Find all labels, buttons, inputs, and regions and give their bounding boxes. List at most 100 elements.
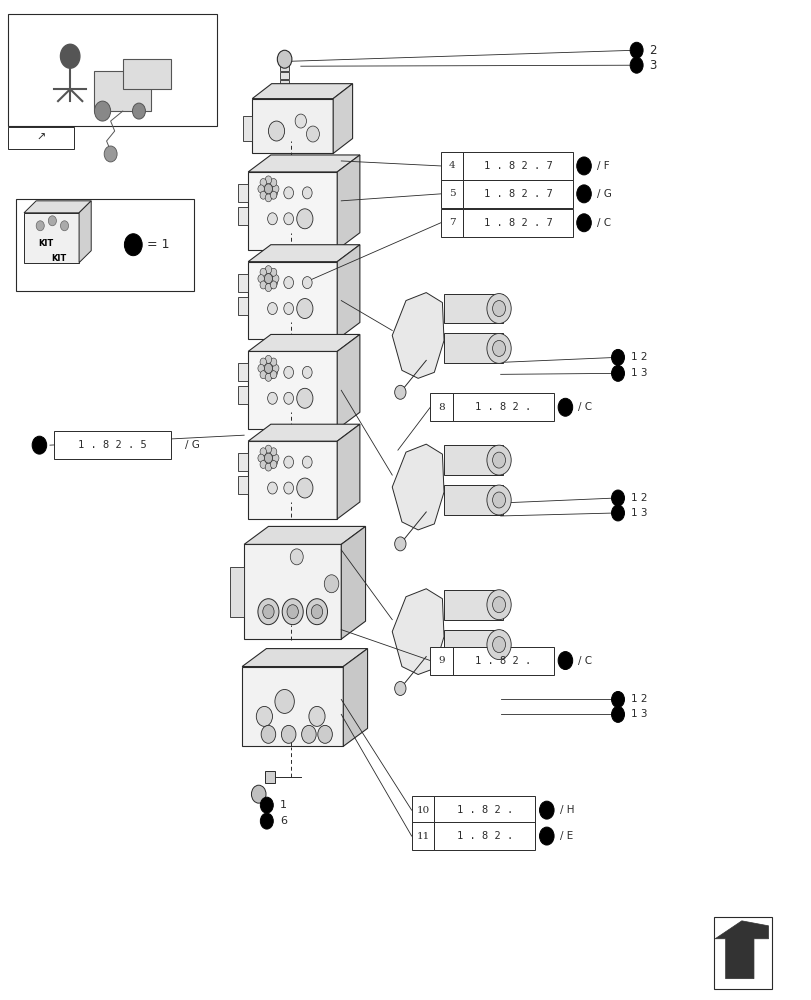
Polygon shape	[248, 351, 337, 429]
Text: / E: / E	[559, 831, 573, 841]
Polygon shape	[337, 155, 359, 250]
Polygon shape	[392, 293, 444, 378]
Bar	[94, 71, 151, 111]
Circle shape	[611, 349, 624, 365]
Circle shape	[275, 689, 294, 713]
Circle shape	[258, 275, 264, 283]
Circle shape	[258, 364, 264, 372]
Polygon shape	[79, 201, 91, 263]
Text: / C: / C	[577, 402, 592, 412]
Circle shape	[272, 185, 279, 193]
Circle shape	[270, 460, 277, 468]
Circle shape	[557, 398, 572, 416]
Circle shape	[294, 114, 306, 128]
Text: 1 . 8 2 .: 1 . 8 2 .	[457, 831, 513, 841]
Circle shape	[265, 463, 272, 471]
Polygon shape	[444, 294, 503, 323]
Circle shape	[284, 456, 293, 468]
Circle shape	[260, 179, 266, 187]
Circle shape	[306, 126, 319, 142]
Polygon shape	[242, 116, 252, 141]
Circle shape	[284, 187, 293, 199]
Circle shape	[270, 281, 277, 289]
Circle shape	[611, 365, 624, 381]
Text: = 1: = 1	[147, 238, 169, 251]
Circle shape	[576, 157, 590, 175]
Bar	[16, 199, 194, 291]
Circle shape	[260, 281, 266, 289]
Circle shape	[260, 448, 266, 456]
Bar	[8, 14, 217, 126]
Circle shape	[256, 706, 272, 726]
Circle shape	[284, 482, 293, 494]
Circle shape	[268, 392, 277, 404]
Text: KIT: KIT	[51, 254, 66, 263]
Bar	[411, 822, 434, 850]
Polygon shape	[444, 333, 503, 363]
Circle shape	[311, 605, 322, 619]
Circle shape	[324, 575, 338, 593]
Polygon shape	[248, 334, 359, 351]
Circle shape	[258, 454, 264, 462]
Circle shape	[268, 187, 277, 199]
Text: 1 . 8 2 . 7: 1 . 8 2 . 7	[483, 218, 551, 228]
Circle shape	[260, 191, 266, 199]
Circle shape	[132, 103, 145, 119]
Circle shape	[260, 813, 273, 829]
Circle shape	[270, 448, 277, 456]
Circle shape	[629, 42, 642, 58]
Polygon shape	[248, 441, 337, 519]
Polygon shape	[248, 424, 359, 441]
Text: / G: / G	[185, 440, 200, 450]
Circle shape	[265, 266, 272, 274]
Circle shape	[539, 801, 553, 819]
Circle shape	[268, 303, 277, 315]
Circle shape	[270, 358, 277, 366]
Bar	[280, 72, 289, 79]
Polygon shape	[24, 201, 91, 213]
Circle shape	[611, 706, 624, 722]
Circle shape	[32, 436, 47, 454]
Polygon shape	[248, 245, 359, 262]
Circle shape	[302, 277, 311, 289]
Polygon shape	[238, 476, 248, 494]
Circle shape	[94, 101, 110, 121]
Text: 9: 9	[438, 656, 444, 665]
Circle shape	[576, 214, 590, 232]
Circle shape	[260, 371, 266, 379]
Bar	[463, 180, 572, 208]
Polygon shape	[343, 649, 367, 746]
Polygon shape	[238, 297, 248, 315]
Bar	[122, 59, 171, 89]
Polygon shape	[248, 172, 337, 250]
Text: KIT: KIT	[39, 239, 54, 248]
Circle shape	[492, 637, 505, 653]
Circle shape	[264, 453, 272, 463]
Circle shape	[265, 284, 272, 292]
Circle shape	[284, 303, 293, 315]
Circle shape	[277, 50, 291, 68]
Polygon shape	[230, 567, 244, 617]
Bar	[713, 917, 770, 989]
Circle shape	[287, 605, 298, 619]
Polygon shape	[242, 667, 343, 746]
Polygon shape	[444, 630, 503, 660]
Text: 1 . 8 2 . 5: 1 . 8 2 . 5	[78, 440, 147, 450]
Polygon shape	[337, 424, 359, 519]
Circle shape	[265, 445, 272, 453]
Polygon shape	[238, 184, 248, 202]
Circle shape	[302, 456, 311, 468]
Circle shape	[270, 191, 277, 199]
Circle shape	[611, 505, 624, 521]
Polygon shape	[444, 590, 503, 620]
Circle shape	[264, 184, 272, 194]
Polygon shape	[714, 921, 767, 979]
Circle shape	[268, 121, 285, 141]
Text: 10: 10	[416, 806, 429, 815]
Text: 1 3: 1 3	[630, 709, 646, 719]
Bar	[453, 647, 553, 675]
Circle shape	[296, 299, 312, 319]
Text: 8: 8	[438, 403, 444, 412]
Bar	[434, 822, 534, 850]
Circle shape	[264, 363, 272, 373]
